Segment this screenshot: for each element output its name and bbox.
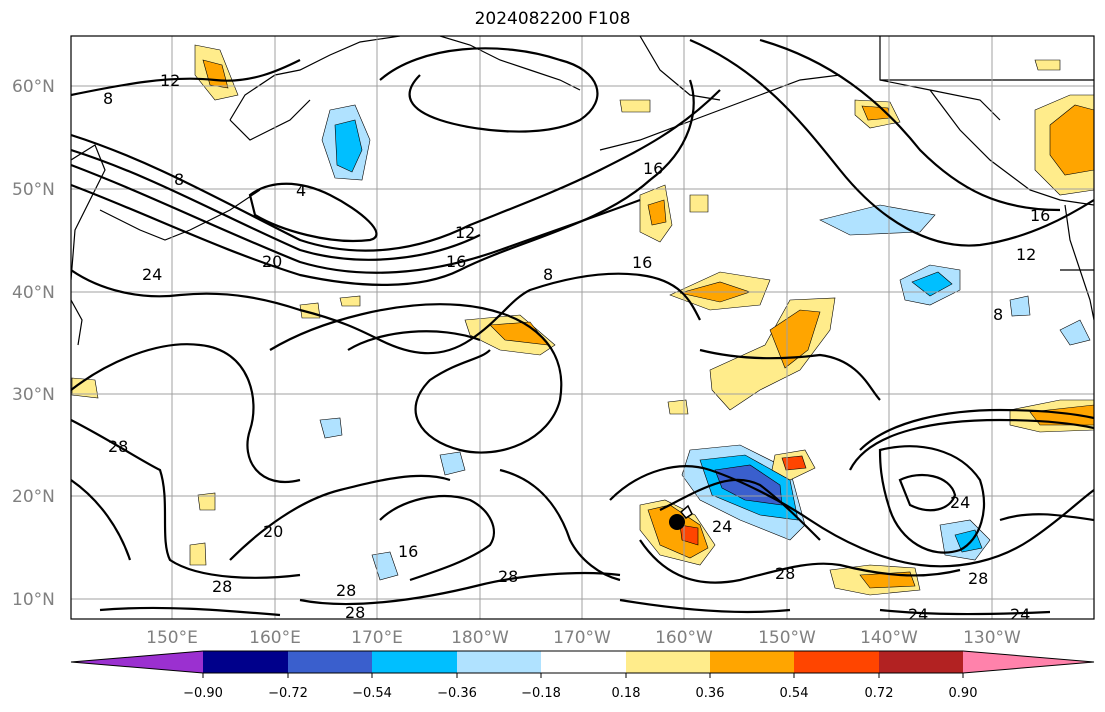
- colorbar-tick-labels: −0.90 −0.72 −0.54 −0.36 −0.18 0.18 0.36 …: [183, 686, 977, 701]
- height-contours: [71, 38, 1094, 617]
- contour-label: 28: [336, 581, 356, 600]
- lon-label: 150°E: [146, 628, 198, 648]
- colorbar-tick-label: 0.54: [780, 686, 809, 701]
- colorbar-segment: [626, 651, 710, 673]
- contour-label: 16: [632, 253, 652, 272]
- colorbar-segment: [541, 651, 626, 673]
- lon-label: 160°W: [655, 628, 713, 648]
- contour-label: 8: [993, 305, 1003, 324]
- colorbar-tick-label: 0.90: [949, 686, 978, 701]
- contour-label: 16: [1030, 206, 1050, 225]
- contour-label: 16: [643, 159, 663, 178]
- coastlines: [71, 36, 1094, 346]
- contour-label: 24: [908, 605, 928, 624]
- colorbar-tick-label: −0.90: [183, 686, 223, 701]
- contour-label: 28: [212, 577, 232, 596]
- lat-label: 40°N: [12, 283, 55, 303]
- contour-label: 28: [108, 437, 128, 456]
- colorbar-segment: [794, 651, 879, 673]
- lon-label: 150°W: [758, 628, 816, 648]
- contour-label: 24: [712, 517, 732, 536]
- contour-label: 4: [296, 181, 306, 200]
- shaded-anomalies: [71, 44, 1094, 596]
- lat-label: 60°N: [12, 77, 55, 97]
- contour-label: 12: [455, 223, 475, 242]
- colorbar-segment: [203, 651, 288, 673]
- colorbar-tick-label: 0.72: [865, 686, 894, 701]
- lat-label: 10°N: [12, 590, 55, 610]
- lon-label: 140°W: [860, 628, 918, 648]
- contour-label: 20: [262, 252, 282, 271]
- lat-label: 50°N: [12, 180, 55, 200]
- colorbar-segment: [963, 651, 1094, 673]
- contour-label: 24: [1010, 605, 1030, 624]
- contour-labels: 12 8 8 4 12 16 20 24 8 16 16 12 16 8 28 …: [103, 71, 1050, 624]
- contour-label: 8: [174, 170, 184, 189]
- colorbar-segment: [372, 651, 457, 673]
- contour-label: 8: [103, 89, 113, 108]
- colorbar-tick-label: −0.54: [352, 686, 392, 701]
- lon-label: 160°E: [249, 628, 301, 648]
- contour-label: 28: [498, 567, 518, 586]
- colorbar-segment: [288, 651, 372, 673]
- colorbar-tick-label: 0.18: [612, 686, 641, 701]
- graticule: [71, 36, 1094, 619]
- lat-label: 30°N: [12, 385, 55, 405]
- contour-label: 24: [950, 493, 970, 512]
- latitude-labels: 60°N 50°N 40°N 30°N 20°N 10°N: [12, 77, 55, 610]
- lat-label: 20°N: [12, 487, 55, 507]
- map-title: 2024082200 F108: [474, 9, 631, 29]
- colorbar: [70, 650, 1095, 678]
- contour-label: 12: [160, 71, 180, 90]
- contour-label: 28: [345, 603, 365, 622]
- contour-label: 20: [263, 522, 283, 541]
- contour-label: 28: [968, 569, 988, 588]
- lon-label: 170°W: [553, 628, 611, 648]
- contour-label: 8: [543, 265, 553, 284]
- colorbar-segment: [879, 651, 963, 673]
- colorbar-tick-label: −0.36: [437, 686, 477, 701]
- contour-label: 24: [142, 265, 162, 284]
- lon-label: 170°E: [351, 628, 403, 648]
- lon-label: 130°W: [963, 628, 1021, 648]
- storm-center-marker: [669, 514, 685, 530]
- colorbar-segment: [710, 651, 794, 673]
- contour-label: 16: [398, 542, 418, 561]
- contour-label: 28: [775, 564, 795, 583]
- colorbar-tick-label: −0.72: [268, 686, 308, 701]
- storm-track-marker: [679, 504, 693, 519]
- colorbar-tick-label: −0.18: [521, 686, 561, 701]
- longitude-labels: 150°E 160°E 170°E 180°W 170°W 160°W 150°…: [146, 628, 1021, 648]
- colorbar-tick-label: 0.36: [696, 686, 725, 701]
- colorbar-segment: [457, 651, 541, 673]
- contour-label: 16: [446, 252, 466, 271]
- colorbar-segment: [71, 651, 203, 673]
- lon-label: 180°W: [451, 628, 509, 648]
- map-frame: [70, 35, 1095, 620]
- contour-label: 12: [1016, 245, 1036, 264]
